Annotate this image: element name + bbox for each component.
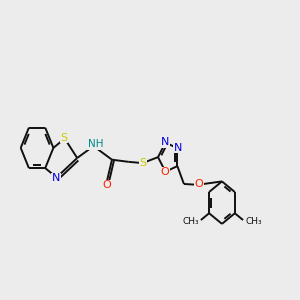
Text: CH₃: CH₃ <box>182 217 199 226</box>
Text: S: S <box>139 158 146 168</box>
Text: N: N <box>174 143 182 153</box>
Text: NH: NH <box>88 140 103 149</box>
Text: O: O <box>161 167 170 177</box>
Text: N: N <box>52 173 60 183</box>
Text: O: O <box>194 179 203 189</box>
Text: CH₃: CH₃ <box>245 217 262 226</box>
Text: N: N <box>161 137 169 147</box>
Text: O: O <box>102 180 111 190</box>
Text: S: S <box>61 133 68 143</box>
